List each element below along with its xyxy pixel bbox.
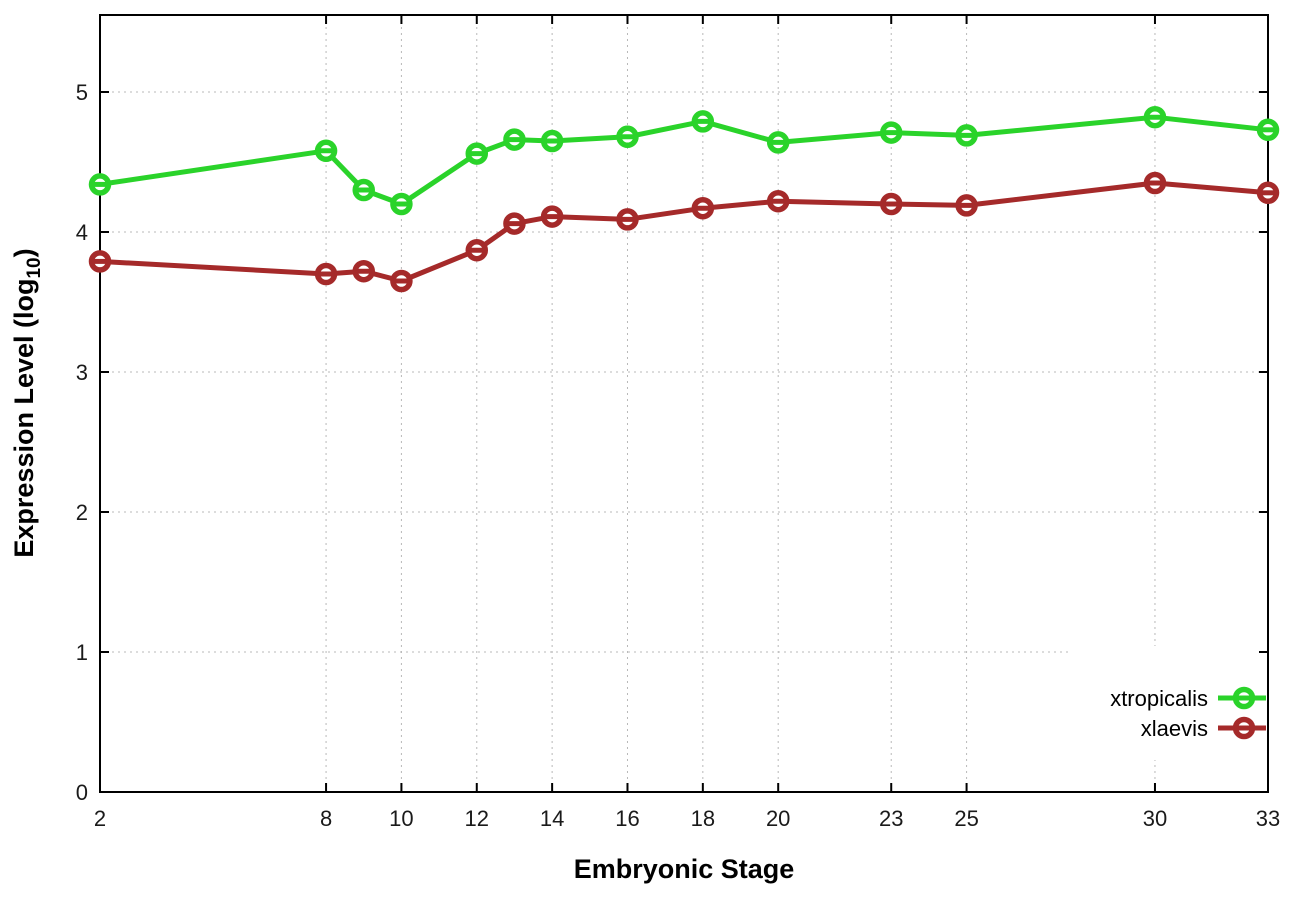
legend-label-xlaevis: xlaevis (1141, 716, 1208, 741)
x-tick-label-12: 12 (465, 806, 489, 831)
legend: xtropicalis xlaevis (1070, 646, 1268, 760)
y-tick-label-3: 3 (76, 360, 88, 385)
x-tick-label-10: 10 (389, 806, 413, 831)
x-tick-label-16: 16 (615, 806, 639, 831)
series-layer (88, 105, 1280, 293)
x-tick-label-25: 25 (954, 806, 978, 831)
y-axis-title-subscript: 10 (24, 257, 45, 278)
y-tick-label-5: 5 (76, 80, 88, 105)
y-tick-label-1: 1 (76, 640, 88, 665)
x-tick-label-23: 23 (879, 806, 903, 831)
plot-border (99, 14, 1269, 793)
x-tick-label-8: 8 (320, 806, 332, 831)
x-tick-label-30: 30 (1143, 806, 1167, 831)
x-tick-label-14: 14 (540, 806, 564, 831)
x-tick-label-33: 33 (1256, 806, 1280, 831)
x-axis-title: Embryonic Stage (574, 854, 795, 884)
x-tick-label-20: 20 (766, 806, 790, 831)
y-tick-label-2: 2 (76, 500, 88, 525)
x-tick-label-18: 18 (691, 806, 715, 831)
y-tick-label-4: 4 (76, 220, 88, 245)
y-axis-title-main: Expression Level (log (9, 279, 39, 558)
y-tick-label-0: 0 (76, 780, 88, 805)
x-tick-label-2: 2 (94, 806, 106, 831)
y-axis-title: Expression Level (log10) (9, 248, 45, 557)
legend-label-xtropicalis: xtropicalis (1110, 686, 1208, 711)
y-axis-title-close: ) (9, 248, 39, 257)
axes-frame (99, 14, 1269, 793)
